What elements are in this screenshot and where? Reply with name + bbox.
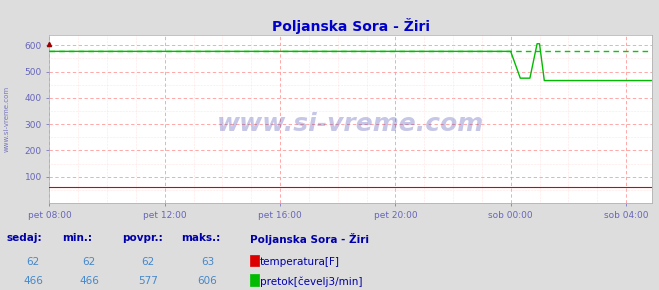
Text: 62: 62 xyxy=(142,257,155,267)
Text: 577: 577 xyxy=(138,276,158,286)
Text: povpr.:: povpr.: xyxy=(122,233,163,243)
Text: sedaj:: sedaj: xyxy=(7,233,42,243)
Text: www.si-vreme.com: www.si-vreme.com xyxy=(217,112,484,136)
Text: 62: 62 xyxy=(82,257,96,267)
Text: 62: 62 xyxy=(26,257,40,267)
Text: min.:: min.: xyxy=(63,233,93,243)
Text: 63: 63 xyxy=(201,257,214,267)
Text: pretok[čevelj3/min]: pretok[čevelj3/min] xyxy=(260,276,362,287)
Text: 606: 606 xyxy=(198,276,217,286)
Text: maks.:: maks.: xyxy=(181,233,221,243)
Text: www.si-vreme.com: www.si-vreme.com xyxy=(3,86,10,152)
Text: 466: 466 xyxy=(79,276,99,286)
Text: Poljanska Sora - Žiri: Poljanska Sora - Žiri xyxy=(250,233,370,245)
Text: 466: 466 xyxy=(23,276,43,286)
Title: Poljanska Sora - Žiri: Poljanska Sora - Žiri xyxy=(272,18,430,34)
Text: temperatura[F]: temperatura[F] xyxy=(260,257,340,267)
